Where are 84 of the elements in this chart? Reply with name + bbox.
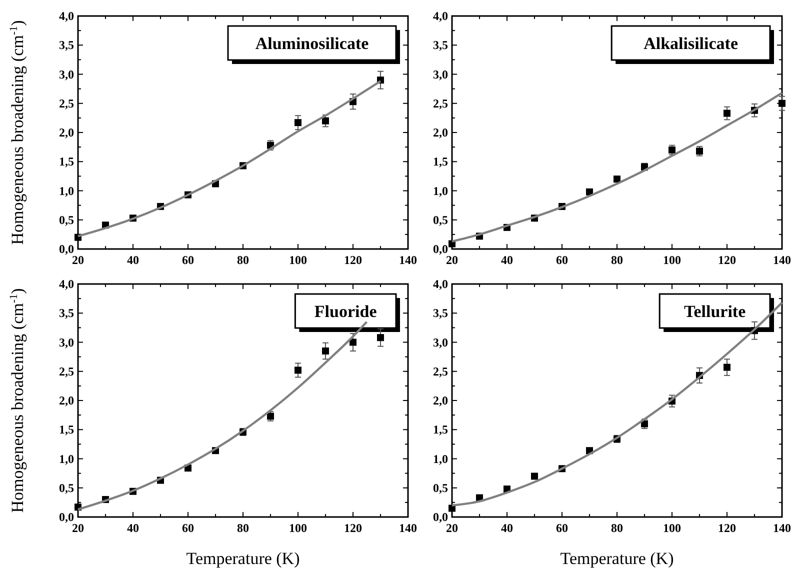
- y-tick-label: 4,0: [433, 277, 448, 291]
- point: [778, 100, 786, 107]
- point: [322, 117, 329, 124]
- point: [696, 148, 703, 155]
- y-tick-label: 3,5: [59, 306, 74, 320]
- y-tick-label: 0,0: [433, 510, 448, 524]
- y-tick-label: 0,5: [59, 480, 74, 495]
- x-axis-title: Temperature (K): [186, 549, 300, 568]
- y-tick-label: 2,5: [59, 364, 74, 378]
- point: [377, 334, 384, 342]
- point: [724, 110, 730, 117]
- x-tick-label: 20: [72, 521, 84, 535]
- x-tick-label: 40: [501, 253, 513, 267]
- y-tick-label: 1,0: [433, 184, 448, 198]
- point: [724, 364, 730, 371]
- x-tick-label: 60: [182, 521, 194, 535]
- x-tick-label: 100: [289, 521, 307, 535]
- point: [294, 366, 302, 374]
- x-tick-label: 40: [127, 253, 139, 267]
- y-tick-label: 0,0: [59, 510, 74, 524]
- x-tick-label: 20: [446, 253, 458, 267]
- point: [614, 176, 620, 183]
- x-tick-label: 80: [237, 253, 249, 267]
- y-tick-label: 1,0: [59, 184, 74, 198]
- y-tick-label: 2,5: [433, 364, 448, 378]
- y-tick-label: 3,0: [433, 335, 448, 350]
- y-tick-label: 1,0: [59, 452, 74, 466]
- x-tick-label: 120: [344, 521, 362, 535]
- x-tick-label: 140: [399, 253, 417, 267]
- y-tick-label: 3,0: [59, 335, 74, 350]
- point: [448, 504, 456, 512]
- point: [668, 146, 676, 154]
- annotation: Alkalisilicate: [644, 34, 738, 53]
- x-tick-label: 80: [611, 253, 623, 267]
- x-tick-label: 80: [237, 521, 249, 535]
- y-tick-label: 1,0: [433, 452, 448, 466]
- x-tick-label: 100: [663, 253, 681, 267]
- x-tick-label: 120: [718, 253, 736, 267]
- x-tick-label: 60: [556, 253, 568, 267]
- x-tick-label: 120: [344, 253, 362, 267]
- y-tick-label: 0,5: [433, 212, 448, 227]
- point: [322, 347, 329, 354]
- annotation: Tellurite: [684, 302, 746, 321]
- y-tick-label: 1,5: [59, 154, 74, 169]
- y-tick-label: 3,5: [433, 306, 448, 320]
- annotation: Fluoride: [314, 302, 378, 321]
- point: [531, 472, 538, 480]
- y-tick-label: 0,5: [433, 480, 448, 495]
- x-tick-label: 100: [663, 521, 681, 535]
- y-tick-label: 1,5: [433, 154, 448, 169]
- x-tick-label: 40: [127, 521, 139, 535]
- y-tick-label: 4,0: [59, 9, 74, 23]
- y-tick-label: 4,0: [59, 277, 74, 291]
- y-tick-label: 2,0: [433, 126, 448, 140]
- x-tick-label: 100: [289, 253, 307, 267]
- y-tick-label: 2,0: [59, 394, 74, 408]
- y-tick-label: 0,5: [59, 212, 74, 227]
- y-tick-label: 1,5: [433, 422, 448, 437]
- y-tick-label: 3,5: [59, 38, 74, 52]
- x-tick-label: 140: [773, 253, 791, 267]
- y-tick-label: 0,0: [433, 242, 448, 256]
- y-tick-label: 2,0: [433, 394, 448, 408]
- y-tick-label: 2,5: [59, 96, 74, 110]
- x-tick-label: 60: [182, 253, 194, 267]
- x-tick-label: 80: [611, 521, 623, 535]
- x-tick-label: 140: [773, 521, 791, 535]
- x-tick-label: 60: [556, 521, 568, 535]
- x-tick-label: 20: [72, 253, 84, 267]
- x-tick-label: 40: [501, 521, 513, 535]
- y-tick-label: 0,0: [59, 242, 74, 256]
- y-tick-label: 3,5: [433, 38, 448, 52]
- x-tick-label: 140: [399, 521, 417, 535]
- x-axis-title: Temperature (K): [560, 549, 674, 568]
- annotation: Aluminosilicate: [255, 34, 370, 53]
- y-tick-label: 3,0: [59, 67, 74, 82]
- point: [350, 338, 356, 346]
- x-tick-label: 120: [718, 521, 736, 535]
- x-tick-label: 20: [446, 521, 458, 535]
- y-tick-label: 2,5: [433, 96, 448, 110]
- y-tick-label: 1,5: [59, 422, 74, 437]
- y-tick-label: 2,0: [59, 126, 74, 140]
- y-tick-label: 3,0: [433, 67, 448, 82]
- point: [294, 119, 302, 126]
- y-tick-label: 4,0: [433, 9, 448, 23]
